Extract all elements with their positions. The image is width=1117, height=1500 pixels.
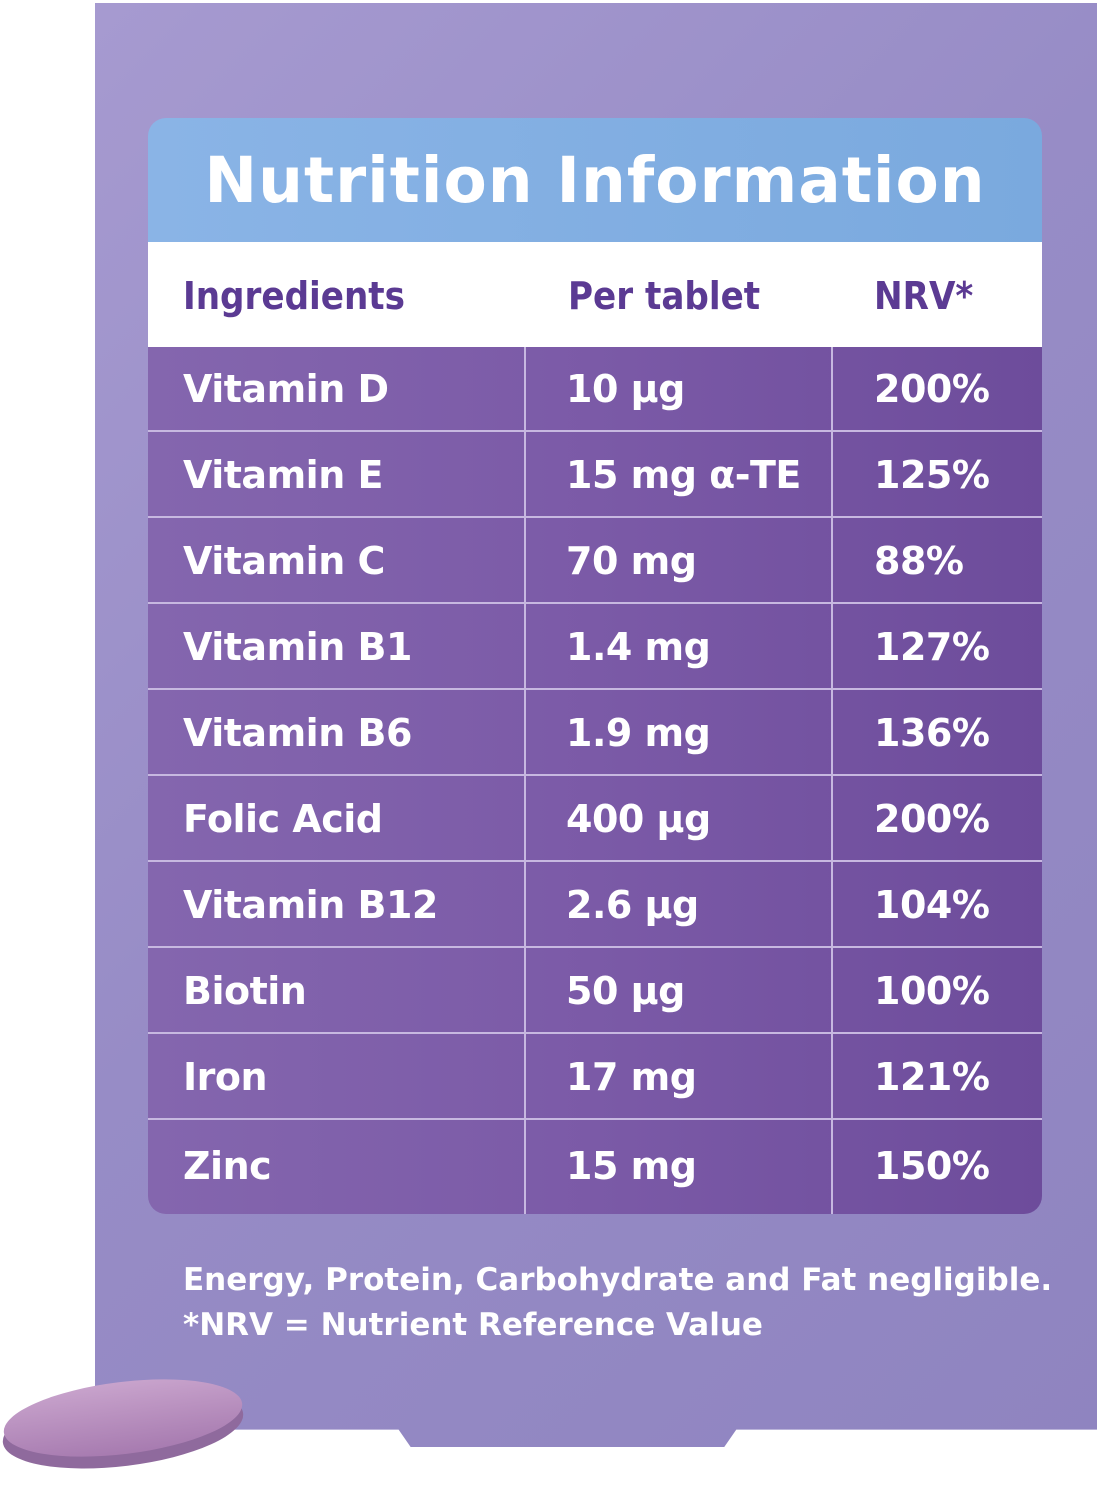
column-divider (831, 347, 833, 1214)
table-row: Iron 17 mg 121% (148, 1035, 1042, 1120)
nrv-cell: 121% (874, 1054, 990, 1099)
per-tablet-cell: 1.4 mg (566, 624, 711, 669)
ingredient-cell: Vitamin B12 (183, 882, 438, 927)
column-header-per-tablet: Per tablet (568, 274, 761, 318)
ingredient-cell: Vitamin D (183, 366, 389, 411)
table-title-bar: Nutrition Information (148, 118, 1042, 242)
per-tablet-cell: 10 µg (566, 366, 685, 411)
nrv-cell: 88% (874, 538, 964, 583)
ingredient-cell: Biotin (183, 968, 307, 1013)
nrv-cell: 200% (874, 796, 990, 841)
table-row: Vitamin B1 1.4 mg 127% (148, 605, 1042, 690)
column-divider (524, 347, 526, 1214)
column-header-nrv: NRV* (874, 274, 974, 318)
nrv-cell: 136% (874, 710, 990, 755)
ingredient-cell: Vitamin E (183, 452, 383, 497)
table-row: Vitamin B12 2.6 µg 104% (148, 863, 1042, 948)
nrv-cell: 200% (874, 366, 990, 411)
table-body: Vitamin D 10 µg 200% Vitamin E 15 mg α-TE 125… (148, 347, 1042, 1214)
ingredient-cell: Iron (183, 1054, 268, 1099)
per-tablet-cell: 50 µg (566, 968, 685, 1013)
ingredient-cell: Zinc (183, 1144, 272, 1188)
footnote-line: Energy, Protein, Carbohydrate and Fat ne… (183, 1262, 1053, 1298)
table-row: Zinc 15 mg 150% (148, 1121, 1042, 1211)
ingredient-cell: Vitamin B6 (183, 710, 412, 755)
per-tablet-cell: 17 mg (566, 1054, 697, 1099)
column-header-ingredients: Ingredients (183, 274, 406, 318)
table-row: Biotin 50 µg 100% (148, 949, 1042, 1034)
nrv-cell: 125% (874, 452, 990, 497)
table-row: Vitamin D 10 µg 200% (148, 347, 1042, 432)
table-row: Vitamin B6 1.9 mg 136% (148, 691, 1042, 776)
nutrition-table: Nutrition Information Ingredients Per ta… (148, 118, 1042, 1214)
per-tablet-cell: 15 mg α-TE (566, 452, 801, 497)
column-header-row: Ingredients Per tablet NRV* (148, 242, 1042, 347)
per-tablet-cell: 15 mg (566, 1144, 697, 1188)
nrv-cell: 127% (874, 624, 990, 669)
per-tablet-cell: 400 µg (566, 796, 711, 841)
table-title: Nutrition Information (204, 143, 986, 217)
nrv-cell: 100% (874, 968, 990, 1013)
nrv-cell: 150% (874, 1144, 990, 1188)
table-row: Vitamin C 70 mg 88% (148, 519, 1042, 604)
nrv-cell: 104% (874, 882, 990, 927)
footnote: Energy, Protein, Carbohydrate and Fat ne… (183, 1258, 1083, 1348)
table-row: Vitamin E 15 mg α-TE 125% (148, 433, 1042, 518)
per-tablet-cell: 1.9 mg (566, 710, 711, 755)
ingredient-cell: Vitamin C (183, 538, 385, 583)
ingredient-cell: Folic Acid (183, 796, 383, 841)
ingredient-cell: Vitamin B1 (183, 624, 412, 669)
table-row: Folic Acid 400 µg 200% (148, 777, 1042, 862)
per-tablet-cell: 70 mg (566, 538, 697, 583)
footnote-line: *NRV = Nutrient Reference Value (183, 1307, 763, 1343)
tablet-image (2, 1379, 244, 1469)
per-tablet-cell: 2.6 µg (566, 882, 699, 927)
